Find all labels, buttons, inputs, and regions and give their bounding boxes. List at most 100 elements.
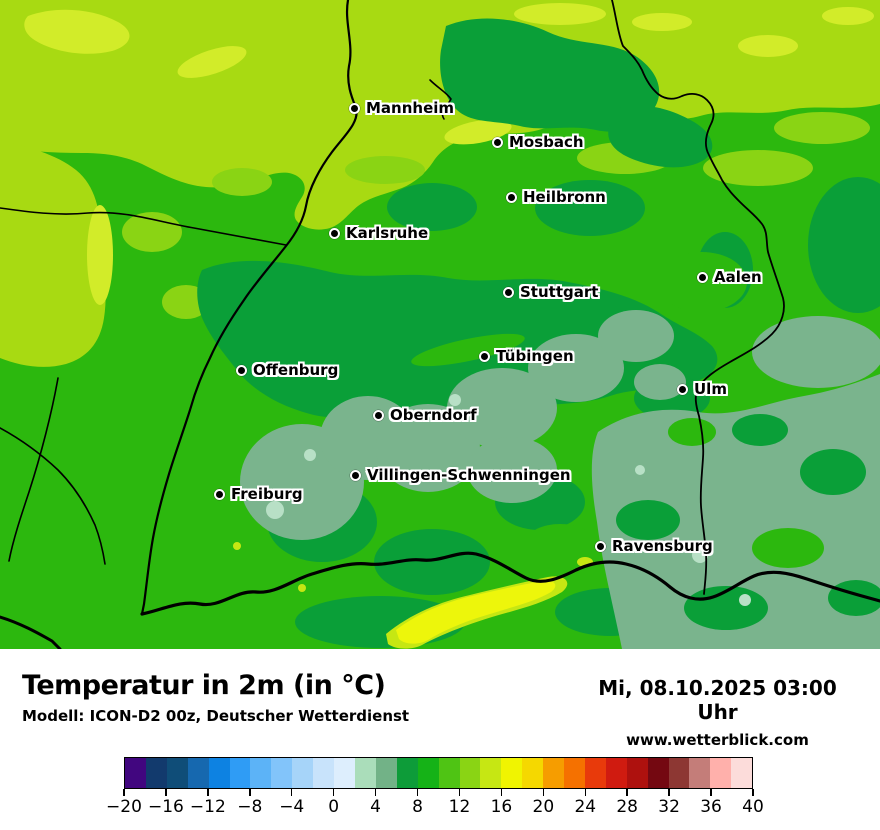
colorbar-block [668,758,690,788]
city-dot-icon [235,364,247,376]
tick-mark [123,789,125,796]
forecast-datetime: Mi, 08.10.2025 03:00 Uhr [598,676,837,724]
colorbar-block [313,758,335,788]
colorbar-block [125,758,146,788]
colorbar-block [584,758,606,788]
colorbar-block [480,758,502,788]
tick-mark [207,789,209,796]
city-label: Offenburg [253,361,339,379]
colorbar-block [459,758,481,788]
colorbar-block [543,758,565,788]
city-label: Oberndorf [390,406,477,424]
city-label: Stuttgart [520,283,599,301]
city-label: Mosbach [509,133,584,151]
caption-right: Mi, 08.10.2025 03:00 Uhr www.wetterblick… [575,676,860,749]
colorbar-block [438,758,460,788]
city-label: Ravensburg [612,537,713,555]
border-lines [0,0,880,649]
tick-label: 36 [700,797,722,817]
city-dot-icon [491,136,503,148]
city-dot-icon [349,469,361,481]
colorbar-block [417,758,439,788]
colorbar-block [501,758,523,788]
map-canvas [0,0,880,649]
city-label: Mannheim [366,99,455,117]
tick-label: 24 [574,797,597,817]
city-label: Tübingen [496,347,574,365]
colorbar-block [731,758,753,788]
tick-label: 12 [448,797,471,817]
colorbar-block [396,758,418,788]
page-title: Temperatur in 2m (in °C) [22,670,386,701]
temperature-map: Mannheim Mosbach Heilbronn Karlsruhe Aalen St… [0,0,880,649]
city-dot-icon [502,286,514,298]
tick-mark [710,789,712,796]
tick-label: 20 [532,797,555,817]
colorbar-block [710,758,732,788]
tick-mark [542,789,545,796]
tick-mark [584,789,587,796]
colorbar-block [208,758,230,788]
colorbar-block [605,758,627,788]
tick-label: 4 [370,797,382,817]
tick-mark [458,789,461,796]
colorbar-block [564,758,585,788]
tick-label: −16 [147,797,184,817]
tick-label: −4 [279,797,305,817]
city-dot-icon [213,488,225,500]
colorbar-block [375,758,397,788]
colorbar-block [187,758,209,788]
website-label: www.wetterblick.com [626,731,809,749]
colorbar-block [166,758,188,788]
city-markers-layer: Mannheim Mosbach Heilbronn Karlsruhe Aalen St… [213,99,762,555]
city-dot-icon [372,409,384,421]
tick-label: 16 [490,797,513,817]
city-label: Villingen-Schwenningen [367,466,571,484]
colorbar-block [647,758,669,788]
city-dot-icon [696,271,708,283]
tick-label: −8 [237,797,263,817]
city-dot-icon [348,102,360,114]
tick-label: −12 [189,797,226,817]
city-label: Heilbronn [523,188,606,206]
colorbar-block [145,758,167,788]
tick-mark [500,789,503,796]
city-label: Ulm [694,380,727,398]
colorbar-block [250,758,272,788]
city-dot-icon [505,191,517,203]
tick-label: 32 [658,797,680,817]
tick-mark [416,789,419,796]
colorbar-block [354,758,376,788]
city-dot-icon [594,540,606,552]
tick-mark [165,789,167,796]
colorbar-block [689,758,711,788]
tick-mark [290,789,293,796]
tick-label: 8 [412,797,423,817]
city-label: Aalen [714,268,762,286]
colorbar-block [334,758,355,788]
tick-label: 28 [616,797,639,817]
tick-label: 0 [328,797,340,817]
colorbar-block [229,758,251,788]
caption-left: Temperatur in 2m (in °C) Modell: ICON-D2… [22,670,410,726]
city-label: Karlsruhe [346,224,429,242]
tick-mark [626,789,628,796]
colorbar-block [522,758,544,788]
temperature-colorbar [124,757,753,789]
tick-label: −20 [106,797,142,817]
colorbar-block [626,758,648,788]
model-subtitle: Modell: ICON-D2 00z, Deutscher Wetterdie… [22,707,410,725]
colorbar-block [292,758,314,788]
tick-mark [374,789,377,796]
city-dot-icon [676,383,688,395]
city-dot-icon [478,350,490,362]
tick-mark [332,789,335,796]
tick-mark [249,789,251,796]
tick-label: 40 [742,797,764,817]
tick-mark [752,789,754,796]
tick-mark [668,789,670,796]
city-dot-icon [328,227,340,239]
colorbar-block [271,758,293,788]
city-label: Freiburg [231,485,303,503]
